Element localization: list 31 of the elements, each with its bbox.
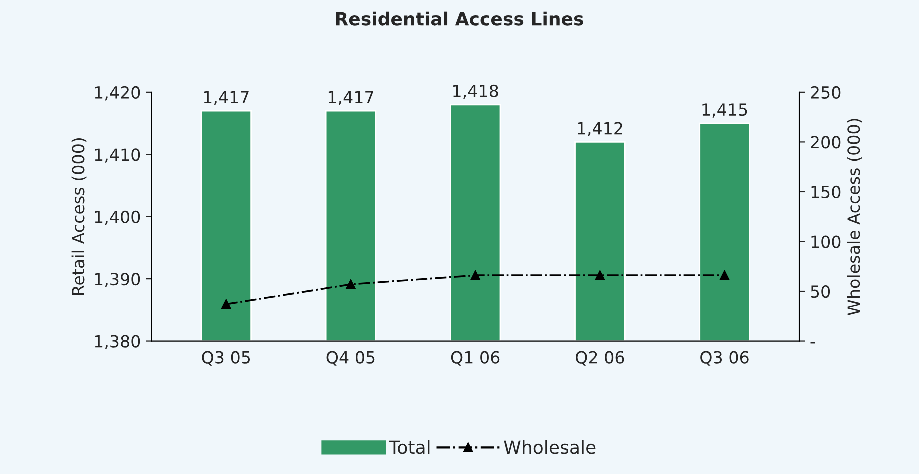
data-label: 1,417 (328, 91, 374, 106)
y2-tick-label: 100 (812, 236, 841, 248)
y-tick-label: 1,390 (95, 273, 140, 288)
data-label: 1,412 (578, 122, 622, 137)
y2-tick-label: 250 (811, 86, 841, 99)
y2-tick-label: 200 (811, 136, 841, 149)
y2-tick-label: 50 (811, 285, 830, 298)
y2-axis-title: Wholesale Access (000) (847, 119, 862, 316)
point (595, 270, 606, 280)
y2-tick-label: - (810, 342, 816, 344)
y-axis-title: Retail Access (000) (72, 138, 87, 295)
point (346, 280, 356, 290)
y-tick-label: 1,380 (95, 335, 140, 350)
y-tick-label: 1,410 (95, 148, 140, 163)
legend-label: Total (389, 440, 430, 454)
y-tick-label: 1,420 (95, 86, 140, 101)
data-label: 1,417 (204, 91, 249, 106)
y2-tick-label: 150 (812, 186, 841, 199)
x-tick-label: Q4 05 (326, 351, 375, 366)
chart-title: Residential Access Lines (336, 12, 584, 26)
x-tick-label: Q1 06 (451, 351, 500, 366)
data-label: 1,418 (454, 84, 498, 100)
x-tick-label: Q3 05 (202, 351, 250, 366)
point (720, 270, 730, 280)
y-tick-label: 1,400 (95, 210, 140, 226)
point (222, 300, 232, 310)
x-tick-label: Q2 06 (576, 351, 624, 366)
data-label: 1,415 (702, 104, 748, 118)
legend-label: Wholesale (504, 440, 596, 454)
x-tick-label: Q3 06 (700, 351, 749, 366)
point (470, 270, 480, 280)
